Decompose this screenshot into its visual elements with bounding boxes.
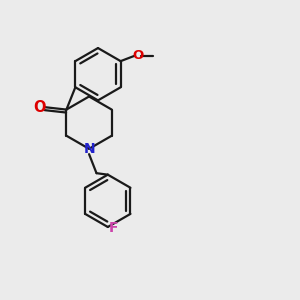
Text: O: O [133, 49, 144, 62]
Text: N: N [83, 142, 95, 156]
Text: F: F [108, 220, 118, 235]
Text: O: O [33, 100, 46, 115]
